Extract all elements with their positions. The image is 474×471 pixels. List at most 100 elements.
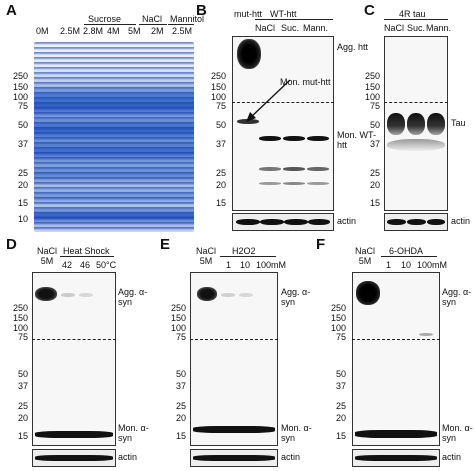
agg-syn-band <box>79 293 93 297</box>
group-label-heat-shock: Heat Shock <box>63 246 110 256</box>
actin-blot <box>352 449 440 467</box>
lane-label: 1 <box>226 260 232 270</box>
mw-marker: 250 <box>170 303 186 313</box>
lane-label: 50°C <box>96 260 117 270</box>
group-label-h2o2: H2O2 <box>232 246 256 256</box>
actin-blot <box>384 213 448 231</box>
mw-marker: 20 <box>175 413 186 423</box>
arrow-icon <box>246 79 291 122</box>
actin-band <box>284 219 308 225</box>
mw-marker: 50 <box>335 369 346 379</box>
first-lane-label: mut-htt <box>234 9 263 19</box>
group-underline-nacl <box>139 24 167 25</box>
mw-marker: 100 <box>330 323 346 333</box>
lane-label: Suc. <box>281 23 300 33</box>
mw-marker: 100 <box>12 323 28 333</box>
actin-band <box>260 219 284 225</box>
mon-wt-htt-label: Mon. WT-htt <box>337 130 377 150</box>
heat-shock-blot <box>32 272 116 446</box>
actin-band <box>193 455 275 461</box>
mw-marker: 75 <box>215 101 226 111</box>
tau-band <box>427 113 445 135</box>
lane-label: 10 <box>401 260 412 270</box>
actin-band <box>308 219 330 225</box>
mon-syn-band <box>355 430 437 438</box>
mw-marker: 75 <box>175 332 186 342</box>
minor-band <box>307 167 329 171</box>
mw-marker: 250 <box>330 303 346 313</box>
group-label-sucrose: Sucrose <box>88 14 122 24</box>
actin-band <box>236 219 260 225</box>
mon-syn-label: Mon. α-syn <box>442 423 473 443</box>
group-underline <box>220 256 276 257</box>
agg-syn-band <box>61 293 75 297</box>
group-underline-mannitol <box>168 24 194 25</box>
mon-syn-label: Mon. α-syn <box>281 423 312 443</box>
agg-syn-label: Agg. α-syn <box>281 287 311 307</box>
tau-band <box>407 113 425 135</box>
actin-blot <box>232 213 334 231</box>
actin-blot <box>32 449 116 467</box>
stacking-gel-boundary <box>190 339 278 340</box>
mw-marker: 15 <box>17 198 28 208</box>
actin-band <box>387 219 406 225</box>
mw-marker: 50 <box>215 120 226 130</box>
mon-wt-htt-band <box>307 136 329 141</box>
mw-marker: 20 <box>17 180 28 190</box>
lane-label: 1 <box>386 260 392 270</box>
mw-marker: 25 <box>369 168 380 178</box>
mon-mut-htt-label: Mon. mut-htt <box>280 77 331 87</box>
lane-label: Mann. <box>426 23 452 33</box>
group-label-nacl: NaCl <box>142 14 163 24</box>
actin-band <box>355 455 437 461</box>
actin-label: actin <box>451 216 471 226</box>
stacking-gel-boundary <box>32 339 116 340</box>
stacking-gel-boundary <box>384 102 448 103</box>
panel-label-a: A <box>6 2 17 19</box>
mw-marker: 50 <box>17 369 28 379</box>
h2o2-blot <box>190 272 278 446</box>
mw-marker: 150 <box>210 82 226 92</box>
mw-marker: 50 <box>369 120 380 130</box>
lane-label: 2M <box>151 26 164 36</box>
mw-marker: 150 <box>330 313 346 323</box>
mw-marker: 37 <box>215 139 226 149</box>
actin-label: actin <box>337 216 357 226</box>
panel-label-e: E <box>160 236 171 253</box>
minor-band <box>283 167 305 171</box>
mw-marker: 75 <box>369 101 380 111</box>
first-lane-label: NaCl 5M <box>195 246 216 266</box>
mw-marker: 150 <box>12 82 28 92</box>
mw-marker: 250 <box>12 303 28 313</box>
mw-marker: 20 <box>335 413 346 423</box>
mw-marker: 25 <box>335 401 346 411</box>
group-label-mannitol: Mannitol <box>170 14 205 24</box>
first-lane-label: NaCl 5M <box>354 246 375 266</box>
lane-label: 10 <box>240 260 251 270</box>
mw-marker: 15 <box>175 431 186 441</box>
mw-marker: 15 <box>215 198 226 208</box>
agg-syn-band <box>35 287 57 301</box>
htt-blot <box>232 36 334 211</box>
mw-marker: 25 <box>17 168 28 178</box>
mw-marker: 50 <box>17 120 28 130</box>
coomassie-gel <box>34 42 194 232</box>
lane-label: Suc. <box>407 23 426 33</box>
panel-label-f: F <box>316 236 326 253</box>
faint-band <box>419 333 433 336</box>
mw-marker: 15 <box>335 431 346 441</box>
mw-marker: 37 <box>175 381 186 391</box>
mw-marker: 37 <box>335 381 346 391</box>
mw-marker: 75 <box>17 101 28 111</box>
actin-band <box>35 455 113 461</box>
group-underline <box>384 19 448 20</box>
mon-syn-band <box>193 426 275 433</box>
mw-marker: 20 <box>215 180 226 190</box>
mw-marker: 250 <box>210 71 226 81</box>
tau-blot <box>384 36 448 211</box>
actin-label: actin <box>118 452 138 462</box>
mw-marker: 100 <box>170 323 186 333</box>
mw-marker: 25 <box>175 401 186 411</box>
panel-label-d: D <box>6 236 17 253</box>
tau-band <box>387 113 405 135</box>
